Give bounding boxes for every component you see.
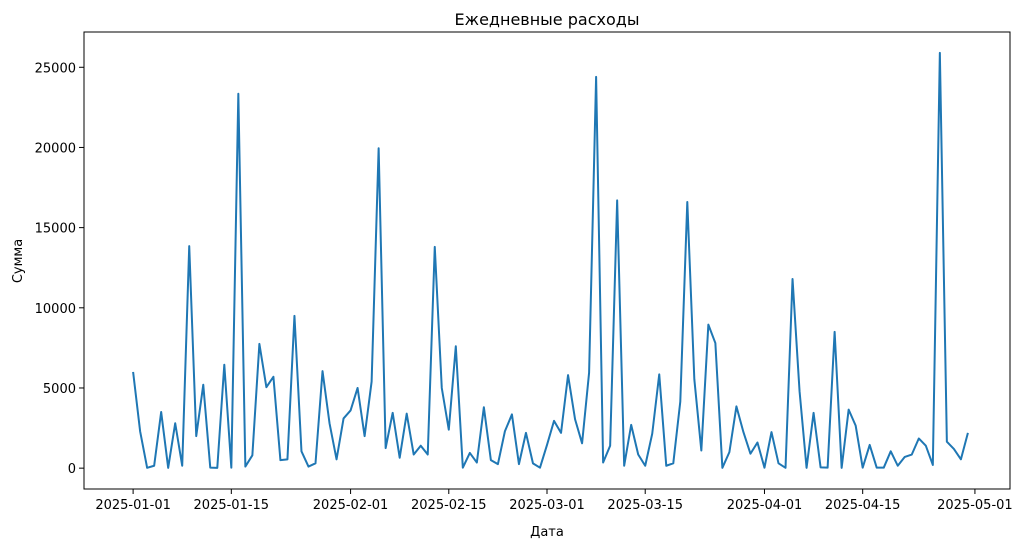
chart-title: Ежедневные расходы bbox=[455, 10, 640, 29]
y-tick-label: 25000 bbox=[35, 61, 76, 76]
y-tick-label: 15000 bbox=[35, 222, 76, 237]
y-tick-label: 5000 bbox=[43, 382, 76, 397]
x-tick-label: 2025-02-01 bbox=[313, 498, 389, 513]
x-tick-label: 2025-04-01 bbox=[727, 498, 803, 513]
x-tick-label: 2025-03-15 bbox=[607, 498, 683, 513]
x-axis: 2025-01-01 2025-01-15 2025-02-01 2025-02-15… bbox=[95, 489, 1013, 513]
y-axis-label: Сумма bbox=[11, 239, 26, 283]
plot-area: 2025-01-01 2025-01-15 2025-02-01 2025-02-15… bbox=[35, 31, 1013, 513]
x-tick-label: 2025-05-01 bbox=[937, 498, 1013, 513]
x-tick-label: 2025-01-15 bbox=[194, 498, 270, 513]
x-axis-label: Дата bbox=[530, 525, 564, 540]
y-tick-label: 20000 bbox=[35, 141, 76, 156]
y-tick-label: 10000 bbox=[35, 302, 76, 317]
y-tick-label: 0 bbox=[68, 462, 76, 477]
x-tick-label: 2025-02-15 bbox=[411, 498, 487, 513]
x-tick-label: 2025-01-01 bbox=[95, 498, 171, 513]
plot-frame bbox=[83, 31, 1011, 490]
series-line bbox=[132, 51, 969, 469]
x-tick-label: 2025-03-01 bbox=[509, 498, 585, 513]
x-tick-label: 2025-04-15 bbox=[825, 498, 901, 513]
y-axis: 0 5000 10000 15000 20000 25000 bbox=[35, 61, 84, 477]
